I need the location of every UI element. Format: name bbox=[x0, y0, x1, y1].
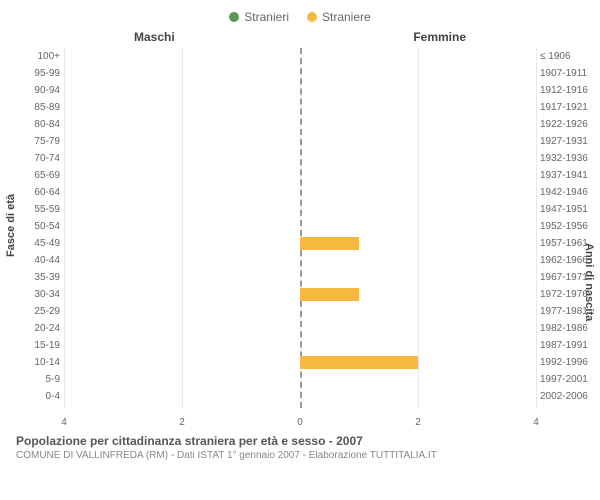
age-label: 40-44 bbox=[22, 255, 60, 266]
legend: Stranieri Straniere bbox=[14, 10, 586, 24]
birth-year-label: 1977-1981 bbox=[540, 306, 596, 317]
bar-row: 70-741932-1936 bbox=[64, 150, 536, 167]
bar-row: 5-91997-2001 bbox=[64, 371, 536, 388]
chart-container: Stranieri Straniere Maschi Femmine Fasce… bbox=[0, 0, 600, 500]
bar-row: 100+≤ 1906 bbox=[64, 48, 536, 65]
birth-year-label: 1972-1976 bbox=[540, 289, 596, 300]
birth-year-label: 1932-1936 bbox=[540, 153, 596, 164]
bar-row: 50-541952-1956 bbox=[64, 218, 536, 235]
birth-year-label: 1992-1996 bbox=[540, 357, 596, 368]
age-label: 5-9 bbox=[22, 374, 60, 385]
birth-year-label: 1927-1931 bbox=[540, 136, 596, 147]
birth-year-label: 2002-2006 bbox=[540, 391, 596, 402]
bar-row: 55-591947-1951 bbox=[64, 201, 536, 218]
birth-year-label: 1952-1956 bbox=[540, 221, 596, 232]
age-label: 90-94 bbox=[22, 85, 60, 96]
header-male: Maschi bbox=[134, 30, 175, 44]
legend-label-male: Stranieri bbox=[244, 10, 289, 24]
bar-row: 25-291977-1981 bbox=[64, 303, 536, 320]
age-label: 20-24 bbox=[22, 323, 60, 334]
age-label: 65-69 bbox=[22, 170, 60, 181]
bar-row: 80-841922-1926 bbox=[64, 116, 536, 133]
age-label: 10-14 bbox=[22, 357, 60, 368]
x-tick-label: 4 bbox=[533, 417, 539, 428]
birth-year-label: 1922-1926 bbox=[540, 119, 596, 130]
column-headers: Maschi Femmine bbox=[14, 30, 586, 48]
birth-year-label: 1962-1966 bbox=[540, 255, 596, 266]
birth-year-label: 1942-1946 bbox=[540, 187, 596, 198]
birth-year-label: 1997-2001 bbox=[540, 374, 596, 385]
bar-row: 95-991907-1911 bbox=[64, 65, 536, 82]
legend-item-female: Straniere bbox=[307, 10, 371, 24]
legend-item-male: Stranieri bbox=[229, 10, 289, 24]
footer-subtitle: COMUNE DI VALLINFREDA (RM) - Dati ISTAT … bbox=[16, 450, 584, 461]
bar-row: 35-391967-1971 bbox=[64, 269, 536, 286]
footer-title: Popolazione per cittadinanza straniera p… bbox=[16, 434, 584, 448]
age-label: 80-84 bbox=[22, 119, 60, 130]
bar-female bbox=[300, 356, 418, 369]
age-label: 15-19 bbox=[22, 340, 60, 351]
bar-female bbox=[300, 237, 359, 250]
age-label: 70-74 bbox=[22, 153, 60, 164]
header-female: Femmine bbox=[413, 30, 466, 44]
legend-dot-female bbox=[307, 12, 317, 22]
birth-year-label: ≤ 1906 bbox=[540, 51, 596, 62]
bar-row: 10-141992-1996 bbox=[64, 354, 536, 371]
bar-row: 45-491957-1961 bbox=[64, 235, 536, 252]
legend-label-female: Straniere bbox=[322, 10, 371, 24]
birth-year-label: 1912-1916 bbox=[540, 85, 596, 96]
age-label: 55-59 bbox=[22, 204, 60, 215]
bar-row: 75-791927-1931 bbox=[64, 133, 536, 150]
birth-year-label: 1987-1991 bbox=[540, 340, 596, 351]
age-label: 25-29 bbox=[22, 306, 60, 317]
bar-row: 20-241982-1986 bbox=[64, 320, 536, 337]
plot-area: 4 2 0 2 4 100+≤ 190695-991907-191190-941912-1… bbox=[64, 48, 536, 428]
age-label: 50-54 bbox=[22, 221, 60, 232]
age-label: 35-39 bbox=[22, 272, 60, 283]
birth-year-label: 1937-1941 bbox=[540, 170, 596, 181]
birth-year-label: 1917-1921 bbox=[540, 102, 596, 113]
age-label: 30-34 bbox=[22, 289, 60, 300]
chart-footer: Popolazione per cittadinanza straniera p… bbox=[14, 434, 586, 461]
x-tick-label: 2 bbox=[415, 417, 421, 428]
bar-row: 0-42002-2006 bbox=[64, 388, 536, 405]
legend-dot-male bbox=[229, 12, 239, 22]
bar-row: 60-641942-1946 bbox=[64, 184, 536, 201]
age-label: 45-49 bbox=[22, 238, 60, 249]
birth-year-label: 1982-1986 bbox=[540, 323, 596, 334]
age-label: 85-89 bbox=[22, 102, 60, 113]
grid-line bbox=[536, 48, 537, 408]
bar-row: 65-691937-1941 bbox=[64, 167, 536, 184]
bar-row: 85-891917-1921 bbox=[64, 99, 536, 116]
birth-year-label: 1947-1951 bbox=[540, 204, 596, 215]
age-label: 75-79 bbox=[22, 136, 60, 147]
bar-female bbox=[300, 288, 359, 301]
bar-row: 40-441962-1966 bbox=[64, 252, 536, 269]
x-tick-label: 2 bbox=[179, 417, 185, 428]
age-label: 100+ bbox=[22, 51, 60, 62]
bar-row: 30-341972-1976 bbox=[64, 286, 536, 303]
birth-year-label: 1907-1911 bbox=[540, 68, 596, 79]
x-tick-label: 0 bbox=[297, 417, 303, 428]
bar-row: 15-191987-1991 bbox=[64, 337, 536, 354]
x-tick-label: 4 bbox=[61, 417, 67, 428]
y-axis-title-left: Fasce di età bbox=[5, 243, 17, 257]
age-label: 95-99 bbox=[22, 68, 60, 79]
birth-year-label: 1957-1961 bbox=[540, 238, 596, 249]
bar-row: 90-941912-1916 bbox=[64, 82, 536, 99]
age-label: 0-4 bbox=[22, 391, 60, 402]
birth-year-label: 1967-1971 bbox=[540, 272, 596, 283]
age-label: 60-64 bbox=[22, 187, 60, 198]
